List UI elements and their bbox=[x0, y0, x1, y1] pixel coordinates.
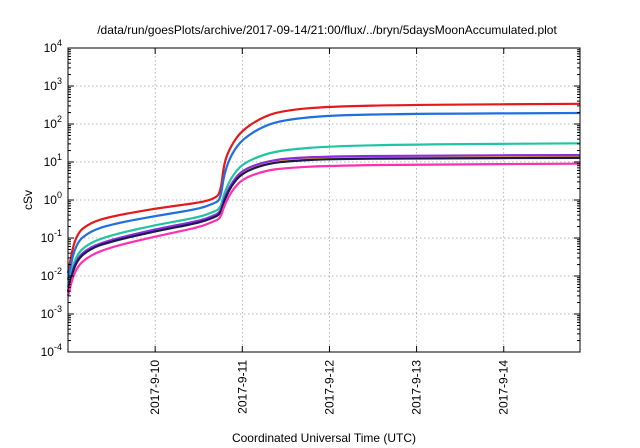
x-tick-label: 2017-9-10 bbox=[148, 360, 162, 415]
y-tick-label: 10-2 bbox=[41, 266, 62, 283]
x-tick-label: 2017-9-13 bbox=[410, 360, 424, 415]
y-tick-label: 10-4 bbox=[41, 342, 62, 359]
y-tick-label: 103 bbox=[44, 76, 62, 93]
x-axis-label: Coordinated Universal Time (UTC) bbox=[232, 431, 416, 445]
y-tick-label: 101 bbox=[44, 152, 62, 169]
series-line-6 bbox=[66, 156, 581, 293]
series-layer bbox=[66, 102, 581, 297]
series-line-7 bbox=[66, 162, 581, 297]
y-tick-label: 102 bbox=[44, 114, 62, 131]
x-tick-label: 2017-9-12 bbox=[322, 360, 336, 415]
chart-title: /data/run/goesPlots/archive/2017-09-14/2… bbox=[97, 23, 557, 37]
y-axis-ticks: 10-4 10-3 10-2 10-1 100 101 102 103 104 bbox=[41, 38, 580, 359]
y-axis-label: cSv bbox=[21, 190, 35, 210]
x-tick-label: 2017-9-11 bbox=[235, 360, 249, 414]
x-tick-label: 2017-9-14 bbox=[497, 360, 511, 415]
y-tick-label: 10-1 bbox=[41, 228, 62, 245]
series-line-5 bbox=[66, 154, 581, 292]
y-tick-label: 104 bbox=[44, 38, 62, 55]
x-axis-ticks: 2017-9-10 2017-9-11 2017-9-12 2017-9-13 2017… bbox=[148, 48, 511, 415]
series-line-4 bbox=[66, 155, 581, 292]
series-line-2 bbox=[66, 111, 581, 280]
y-tick-label: 100 bbox=[44, 190, 62, 207]
series-line-1 bbox=[66, 102, 581, 274]
grid bbox=[68, 48, 580, 352]
series-line-3 bbox=[66, 142, 581, 288]
y-tick-label: 10-3 bbox=[41, 304, 62, 321]
